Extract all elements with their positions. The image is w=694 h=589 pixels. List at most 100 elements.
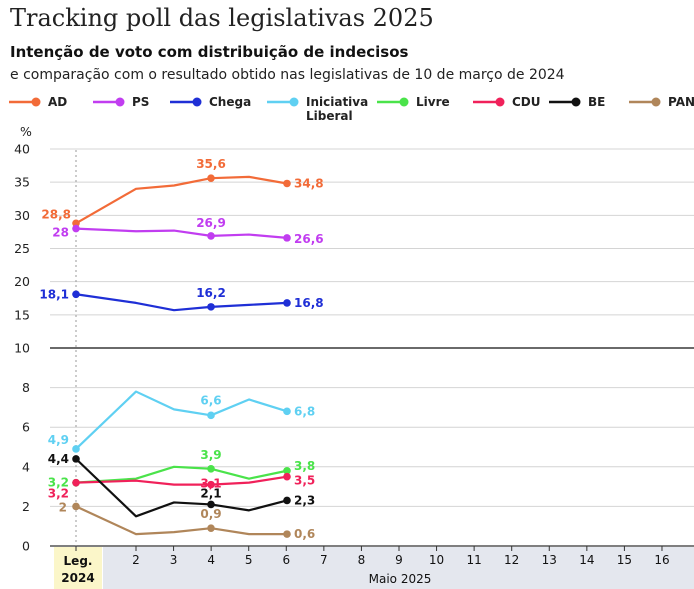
- data-point: [72, 290, 80, 299]
- data-label: 6,8: [294, 404, 315, 418]
- data-label: 3,1: [200, 477, 221, 491]
- data-label: 28: [52, 226, 69, 240]
- data-label: 34,8: [294, 176, 324, 190]
- legend-label: CDU: [512, 95, 541, 109]
- y-tick-label: 10: [14, 341, 30, 356]
- legend-label: Livre: [416, 95, 450, 109]
- data-point: [207, 174, 215, 182]
- data-point: [207, 232, 215, 240]
- x-tick-label: 7: [320, 553, 328, 567]
- y-tick-label: 8: [22, 380, 30, 395]
- legend-swatch-icon: [473, 97, 505, 107]
- data-point: [207, 464, 215, 473]
- legend-swatch-icon: [629, 97, 661, 107]
- series-iniciativa-liberal: 4,9 6,6 6,8: [48, 390, 315, 453]
- legend-label: Chega: [209, 95, 252, 109]
- data-point: [283, 472, 291, 481]
- series-line-ps: [75, 227, 288, 239]
- legend-swatch-icon: [93, 97, 125, 107]
- x-tick-label: 13: [542, 553, 557, 567]
- data-point: [207, 524, 215, 532]
- data-point: [283, 299, 291, 307]
- data-label: 3,2: [48, 487, 69, 501]
- data-label: 2,3: [294, 493, 315, 507]
- data-label: 16,2: [196, 286, 226, 300]
- data-point: [207, 303, 215, 311]
- legend-label: AD: [48, 95, 68, 109]
- data-point: [283, 466, 291, 475]
- legend-swatch-icon: [170, 97, 202, 107]
- data-point: [283, 234, 291, 242]
- legend-label: PS: [132, 95, 150, 109]
- legend-swatch-icon: [9, 97, 41, 107]
- y-unit-label: %: [20, 124, 32, 139]
- legend-swatch-icon: [549, 97, 581, 107]
- data-label: 0,6: [294, 527, 315, 541]
- data-point: [72, 445, 80, 453]
- x-tick-label: 14: [579, 553, 594, 567]
- x-tick-label: 9: [395, 553, 403, 567]
- x-baseline-label: Leg.: [64, 554, 93, 568]
- series-line-chega: [75, 293, 288, 312]
- chart-subtitle-secondary: e comparação com o resultado obtido nas …: [10, 67, 565, 83]
- data-point: [207, 480, 215, 489]
- data-point: [72, 478, 80, 487]
- data-point: [72, 502, 80, 511]
- y-tick-label: 2: [22, 499, 30, 514]
- x-tick-label: 15: [617, 553, 632, 567]
- y-tick-label: 35: [14, 175, 30, 190]
- month-axis-background: [103, 547, 694, 589]
- x-tick-label: 5: [245, 553, 253, 567]
- legend-label: Iniciativa Liberal: [306, 95, 369, 123]
- legend-swatch-icon: [377, 97, 409, 107]
- legend-swatch-icon: [267, 97, 299, 107]
- data-label: 35,6: [196, 157, 226, 171]
- x-tick-label: 6: [282, 553, 290, 567]
- y-tick-label: 4: [22, 459, 30, 474]
- data-label: 3,8: [294, 459, 315, 473]
- data-point: [283, 530, 291, 538]
- y-tick-label: 40: [14, 142, 30, 157]
- data-label: 2,1: [200, 486, 221, 500]
- baseline-date-background: [54, 547, 102, 589]
- series-livre: 3,2 3,9 3,8: [48, 448, 316, 490]
- data-label: 26,6: [294, 232, 324, 246]
- x-tick-label: 16: [654, 553, 669, 567]
- x-baseline-label: 2024: [61, 571, 94, 585]
- series-ps: 28 26,9 26,6: [52, 216, 323, 246]
- x-tick-label: 4: [207, 553, 215, 567]
- data-point: [72, 219, 80, 228]
- series-pan: 2 0,9 0,6: [59, 500, 316, 541]
- data-label: 0,9: [200, 507, 221, 521]
- series-line-pan: [75, 505, 287, 536]
- data-point: [207, 500, 215, 509]
- data-label: 3,5: [294, 474, 315, 488]
- y-tick-label: 30: [14, 208, 30, 223]
- data-label: 16,8: [294, 296, 324, 310]
- series-be: 4,4 2,1 2,3: [48, 452, 315, 518]
- data-point: [283, 179, 291, 188]
- x-group-label: Maio 2025: [369, 572, 432, 586]
- series-ad: 28,8 35,6 34,8: [41, 157, 324, 228]
- series-cdu: 3,2 3,1 3,5: [48, 472, 315, 501]
- series-line-iniciativa-liberal: [75, 390, 288, 450]
- y-tick-label: 0: [22, 539, 30, 554]
- data-label: 3,9: [200, 448, 221, 462]
- data-label: 6,6: [200, 393, 221, 407]
- y-tick-label: 15: [14, 307, 30, 322]
- data-label: 4,4: [48, 452, 69, 466]
- x-tick-label: 12: [504, 553, 519, 567]
- data-label: 4,9: [48, 433, 69, 447]
- y-tick-label: 20: [14, 274, 30, 289]
- chart-subtitle: Intenção de voto com distribuição de ind…: [10, 43, 409, 61]
- data-label: 28,8: [41, 207, 71, 221]
- x-tick-label: 3: [170, 553, 178, 567]
- series-chega: 18,1 16,2 16,8: [39, 286, 324, 312]
- data-point: [283, 496, 291, 505]
- legend-label: BE: [588, 95, 606, 109]
- series-line-cdu: [75, 475, 288, 486]
- x-tick-label: 11: [466, 553, 481, 567]
- x-tick-label: 10: [429, 553, 444, 567]
- data-point: [283, 407, 291, 416]
